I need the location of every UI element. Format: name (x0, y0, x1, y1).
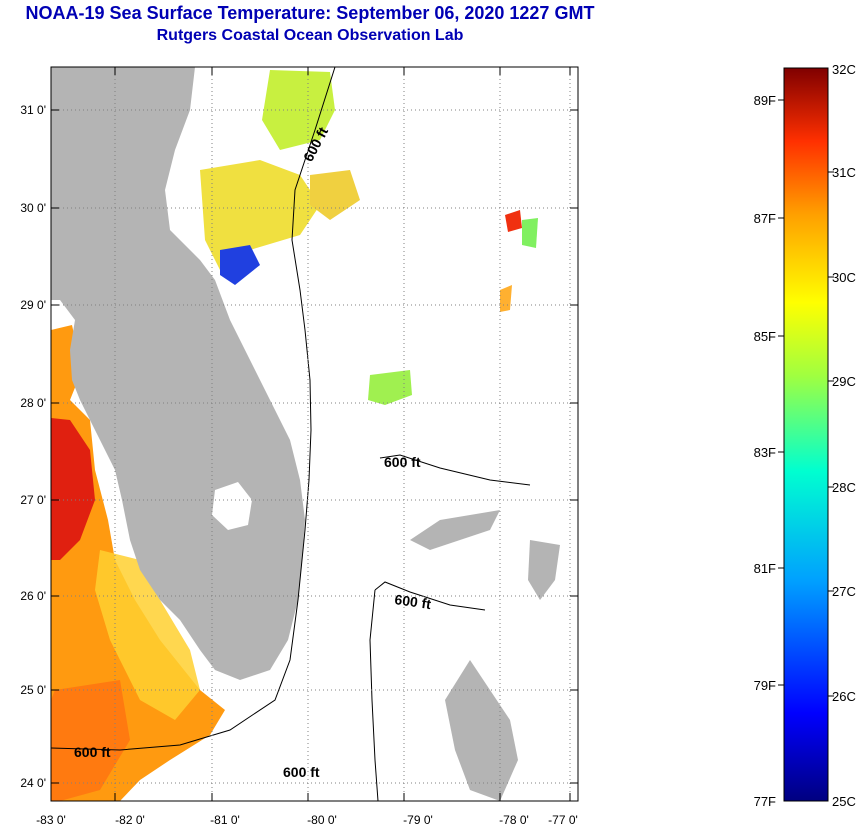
colorbar-celsius-label: 25C (832, 794, 856, 809)
florida-land (51, 67, 305, 680)
lon-label: -82 0' (115, 813, 145, 827)
map-frame (50, 66, 579, 802)
lon-label: -78 0' (499, 813, 529, 827)
contour-label: 600 ft (74, 744, 111, 760)
colorbar-fahrenheit-label: 81F (754, 561, 776, 576)
colorbar-ticks (778, 99, 834, 697)
colorbar-fahrenheit-label: 85F (754, 329, 776, 344)
sst-atlantic-patch-mid (200, 160, 320, 270)
lat-label: 25 0' (20, 683, 46, 697)
colorbar-celsius-label: 29C (832, 374, 856, 389)
contour-label: 600 ft (384, 454, 421, 470)
isobath-600ft-tongue (369, 581, 486, 801)
lat-label: 30 0' (20, 201, 46, 215)
contour-label: 600 ft (394, 591, 433, 612)
bahamas-land-abaco (528, 540, 560, 600)
lon-label: -80 0' (307, 813, 337, 827)
sst-offshore-patch (368, 370, 412, 405)
page-title: NOAA-19 Sea Surface Temperature: Septemb… (25, 3, 595, 23)
sst-gulf-yellow (95, 550, 200, 720)
isobath-600ft-florida (51, 67, 336, 751)
colorbar-celsius-label: 32C (832, 62, 856, 77)
colorbar-fahrenheit-label: 83F (754, 445, 776, 460)
bahamas-land-andros (445, 660, 518, 801)
sst-gulf-hot (51, 418, 95, 560)
lat-label: 31 0' (20, 103, 46, 117)
isobath-600ft-bahamas (379, 454, 531, 486)
colorbar (783, 67, 829, 802)
sst-atlantic-patch-cold (220, 245, 260, 285)
contour-label: 600 ft (283, 764, 320, 780)
lon-label: -81 0' (210, 813, 240, 827)
lat-label: 29 0' (20, 298, 46, 312)
colorbar-celsius-label: 26C (832, 689, 856, 704)
lat-label: 28 0' (20, 396, 46, 410)
sst-gulf-south (51, 680, 130, 801)
page-subtitle: Rutgers Coastal Ocean Observation Lab (156, 27, 464, 44)
colorbar-fahrenheit-label: 87F (754, 211, 776, 226)
lon-label: -83 0' (36, 813, 66, 827)
colorbar-celsius-label: 31C (832, 165, 856, 180)
colorbar-fahrenheit-label: 89F (754, 93, 776, 108)
sst-atlantic-patch-north (262, 70, 335, 150)
lat-label: 24 0' (20, 776, 46, 790)
colorbar-celsius-label: 28C (832, 480, 856, 495)
colorbar-celsius-label: 30C (832, 270, 856, 285)
sst-offshore-green (522, 218, 538, 248)
lon-label: -77 0' (548, 813, 578, 827)
lake-okeechobee (212, 482, 252, 530)
colorbar-celsius-label: 27C (832, 584, 856, 599)
bahamas-land-north (410, 510, 500, 550)
colorbar-fahrenheit-label: 79F (754, 678, 776, 693)
lon-label: -79 0' (403, 813, 433, 827)
colorbar-fahrenheit-label: 77F (754, 794, 776, 809)
sst-offshore-red (505, 210, 522, 232)
lat-label: 26 0' (20, 589, 46, 603)
axis-ticks (51, 67, 578, 801)
lat-label: 27 0' (20, 493, 46, 507)
